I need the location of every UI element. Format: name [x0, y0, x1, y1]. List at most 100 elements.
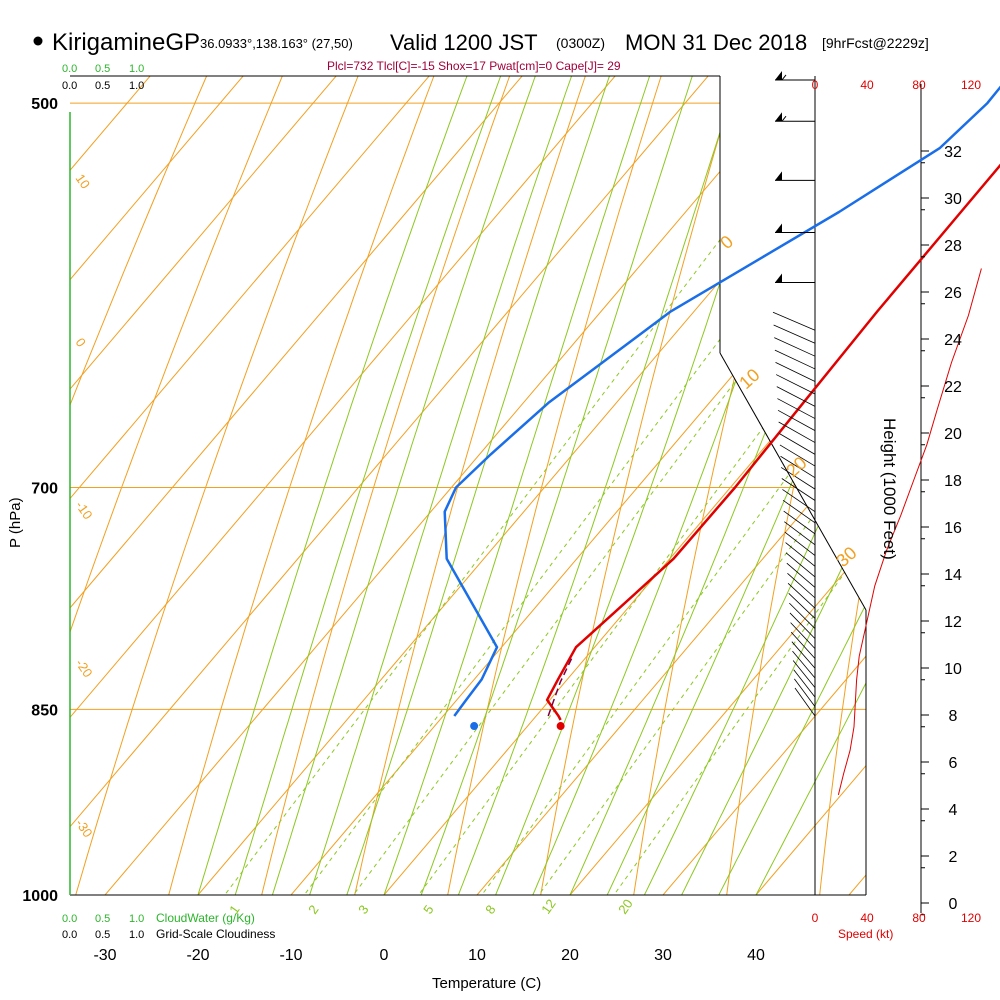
wind-barb-lowlevel	[784, 521, 816, 546]
moist-adiabat	[495, 76, 866, 895]
speed-height-line	[837, 268, 982, 796]
isotherm	[755, 76, 866, 895]
moist-adiabat	[569, 76, 866, 895]
moist-adiabat	[681, 76, 866, 895]
mixing-ratio-label: 3	[355, 902, 371, 917]
cloudiness-bottom-tick-1: 0.5	[95, 929, 110, 941]
wind-barb-lowlevel	[792, 650, 816, 679]
moist-adiabat	[346, 76, 866, 895]
dry-adiabat	[813, 76, 866, 895]
height-tick-label: 22	[944, 379, 962, 396]
isotherm	[569, 76, 866, 895]
moist-adiabat	[718, 76, 866, 895]
dewpoint-line	[443, 85, 1000, 717]
surface-dewpoint-point	[470, 722, 479, 731]
moist-adiabat	[271, 76, 861, 895]
height-tick-label: 24	[944, 332, 962, 349]
moist-adiabat	[643, 76, 866, 895]
cloudiness-top-tick-2: 1.0	[129, 80, 144, 92]
speed-tick-label-bottom: 40	[860, 911, 874, 925]
dry-adiabat	[70, 76, 738, 895]
axes: 123581220100-10-20-300102030250300400500…	[22, 78, 981, 964]
isotherm	[290, 76, 866, 895]
wind-barb-lowlevel	[787, 573, 816, 599]
wind-barb-pennant	[775, 70, 782, 80]
wind-barb-lowlevel	[774, 349, 816, 370]
wind-barb-lowlevel	[783, 510, 816, 535]
speed-tick-label-top: 0	[812, 78, 819, 92]
isotherm	[70, 76, 866, 895]
dry-adiabat	[247, 76, 860, 895]
moist-adiabat	[383, 76, 866, 895]
station-dot-icon	[33, 36, 43, 46]
height-axis-title: Height (1000 Feet)	[880, 418, 899, 560]
wind-barb-lowlevel	[787, 583, 816, 609]
wind-barb-lowlevel	[777, 409, 816, 431]
speed-tick-label-bottom: 120	[961, 911, 981, 925]
parcel-line	[547, 656, 573, 717]
speed-tick-label-top: 120	[961, 78, 981, 92]
mixing-ratio-line	[573, 76, 866, 895]
surface-temperature-point	[556, 722, 565, 731]
wind-speed-profile	[837, 268, 982, 796]
speed-tick-label-top: 40	[860, 78, 874, 92]
station-name: KirigamineGP	[52, 29, 200, 56]
height-tick-label: 6	[949, 755, 958, 772]
mixing-ratio-line	[182, 76, 866, 895]
wind-barb-lowlevel	[780, 455, 816, 479]
height-tick-label: 10	[944, 661, 962, 678]
height-tick-label: 4	[949, 802, 958, 819]
temperature-tick-label: 0	[380, 947, 389, 964]
mixing-ratio-line	[311, 76, 866, 895]
wind-barb-lowlevel	[779, 444, 816, 467]
cloud-bottom-tick-2: 1.0	[129, 913, 144, 925]
wind-barb-lowlevel	[777, 398, 816, 419]
temperature-tick-label: 30	[654, 947, 672, 964]
wind-barb-lowlevel	[782, 499, 816, 524]
wind-barb-lowlevel	[785, 552, 816, 578]
wind-barb-lowlevel	[790, 631, 816, 659]
isotherm-label: 0	[716, 231, 737, 253]
dry-adiabat-label: 10	[73, 171, 94, 191]
background-grid	[70, 76, 866, 895]
speed-tick-label-bottom: 0	[812, 911, 819, 925]
dry-adiabat	[70, 76, 616, 895]
speed-tick-label-bottom: 80	[912, 911, 926, 925]
isotherm-label: 30	[832, 543, 860, 571]
wind-barb-lowlevel	[793, 669, 816, 698]
cloudiness-label: Grid-Scale Cloudiness	[156, 927, 275, 941]
zulu-time: (0300Z)	[556, 35, 605, 51]
pressure-tick-label: 1000	[22, 888, 58, 905]
cloudiness-top-tick-0: 0.0	[62, 80, 77, 92]
wind-barb-lowlevel	[788, 593, 816, 619]
cloud-strip: 0.0 0.5 1.0 0.0 0.5 1.0 0.0 0.5 1.0 Clou…	[62, 63, 275, 941]
wind-barb-half	[781, 74, 787, 81]
height-tick-label: 18	[944, 473, 962, 490]
forecast-date: MON 31 Dec 2018	[625, 30, 807, 55]
wind-barb-lowlevel	[792, 660, 816, 688]
cloudiness-bottom-tick-2: 1.0	[129, 929, 144, 941]
height-tick-label: 26	[944, 285, 962, 302]
wind-barb-pennant	[775, 273, 782, 283]
wind-barb-lowlevel	[776, 386, 816, 407]
height-tick-label: 30	[944, 191, 962, 208]
y-axis-title: P (hPa)	[7, 497, 24, 548]
x-axis-title: Temperature (C)	[432, 975, 541, 992]
plot-frame	[70, 75, 922, 913]
moist-adiabat	[234, 76, 833, 895]
isotherm	[197, 76, 866, 895]
cloudwater-label: CloudWater (g/Kg)	[156, 911, 255, 925]
temperature-line	[545, 163, 1000, 721]
wind-barb-lowlevel	[772, 311, 816, 331]
mixing-ratio-label: 8	[482, 902, 498, 917]
dry-adiabat-label: 0	[73, 335, 89, 350]
mixing-ratio-line	[440, 76, 866, 895]
moist-adiabat	[309, 76, 866, 895]
valid-time: Valid 1200 JST	[390, 30, 538, 55]
isotherm	[70, 76, 866, 895]
wind-barb-lowlevel	[780, 467, 816, 490]
wind-barb-lowlevel	[794, 678, 816, 707]
cloudiness-top-tick-1: 0.5	[95, 80, 110, 92]
dry-adiabat	[436, 76, 866, 895]
height-tick-label: 16	[944, 520, 962, 537]
